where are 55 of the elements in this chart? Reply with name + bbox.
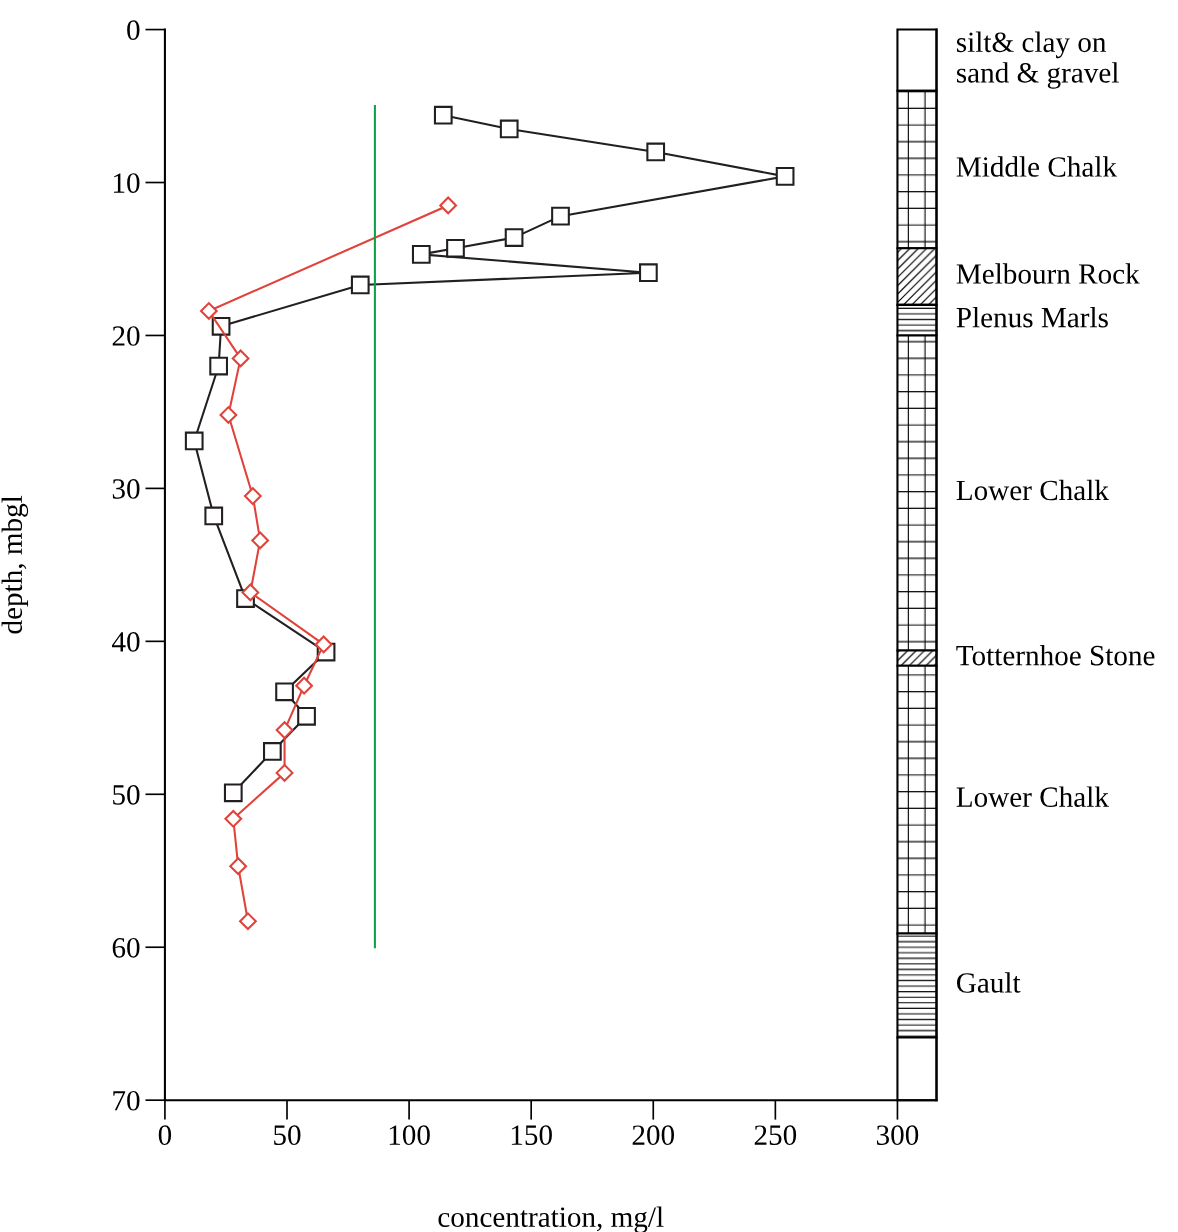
point — [439, 196, 458, 215]
x-tick-label: 250 — [754, 1125, 797, 1146]
point — [243, 487, 262, 505]
point — [251, 531, 270, 550]
point — [295, 676, 313, 695]
y-tick-label: 0 — [127, 20, 140, 40]
point — [229, 857, 248, 876]
point — [239, 912, 257, 931]
band-label: silt& clay on sand & gravel — [957, 31, 1119, 89]
point — [551, 206, 570, 226]
x-tick-label: 300 — [876, 1125, 919, 1146]
point — [231, 349, 250, 368]
point — [504, 228, 524, 247]
band-label: Lower Chalk — [956, 786, 1109, 807]
y-tick-label: 30 — [112, 479, 140, 499]
band-label: Plenus Marls — [956, 306, 1108, 328]
point — [350, 275, 370, 295]
band-label: Gault — [957, 972, 1021, 993]
x-tick-label: 150 — [511, 1125, 552, 1146]
y-tick-label: 40 — [112, 632, 140, 652]
point — [224, 809, 243, 828]
band-label: Lower Chalk — [956, 479, 1109, 501]
point — [297, 706, 316, 726]
point — [275, 763, 294, 782]
y-axis-title: depth, mbgl — [1, 495, 29, 634]
point — [639, 263, 658, 283]
point — [184, 431, 204, 451]
x-tick-label: 200 — [632, 1125, 675, 1146]
point — [223, 783, 243, 803]
point — [209, 356, 229, 376]
point — [241, 583, 260, 602]
point — [219, 406, 238, 424]
point — [411, 245, 431, 264]
point — [275, 682, 294, 702]
x-tick-label: 0 — [158, 1125, 172, 1146]
point — [433, 105, 453, 125]
y-tick-label: 10 — [114, 173, 140, 193]
point — [446, 238, 465, 258]
x-tick-label: 50 — [274, 1125, 301, 1146]
point — [314, 635, 333, 654]
point — [275, 721, 294, 739]
y-tick-label: 20 — [112, 326, 140, 346]
y-tick-label: 70 — [113, 1090, 140, 1111]
band-label: Melbourn Rock — [956, 263, 1140, 284]
y-tick-label: 50 — [113, 785, 140, 805]
point — [262, 742, 282, 761]
x-tick-label: 100 — [389, 1125, 430, 1146]
point — [775, 167, 795, 186]
point — [646, 142, 666, 162]
band-label: Middle Chalk — [956, 156, 1118, 177]
point — [499, 119, 519, 139]
band-label: Totternhoe Stone — [956, 644, 1155, 666]
point — [204, 506, 224, 526]
point — [199, 302, 218, 320]
y-tick-label: 60 — [112, 937, 140, 958]
